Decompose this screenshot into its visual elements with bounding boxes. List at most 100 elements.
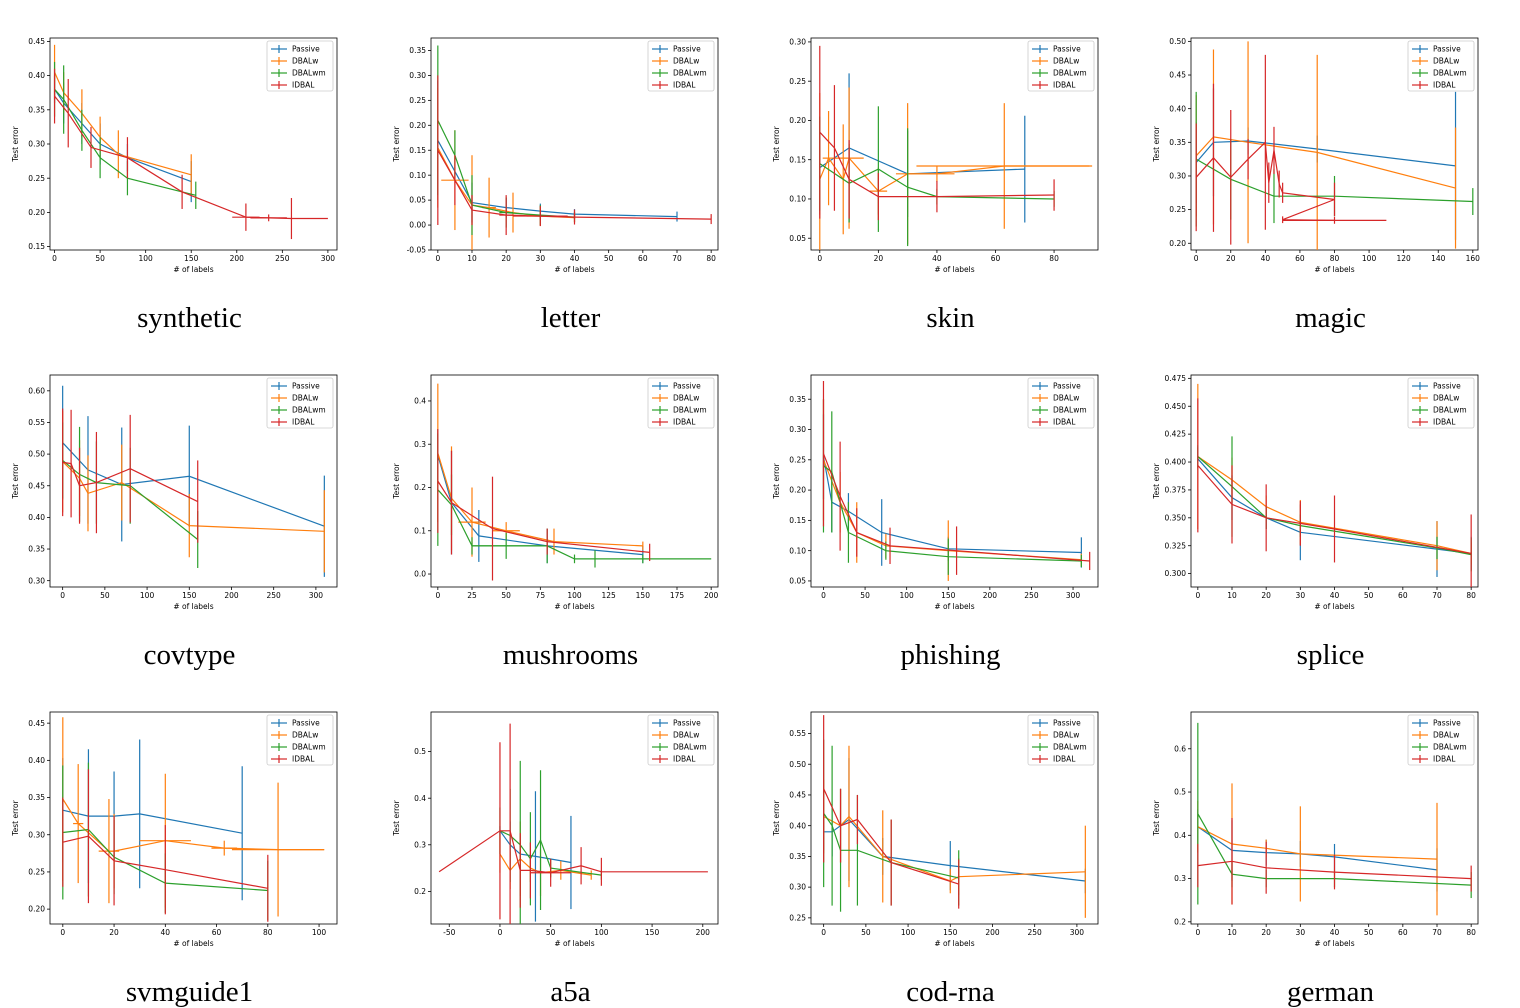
series-Passive bbox=[437, 429, 644, 564]
legend-entry: DBALwm bbox=[673, 743, 707, 752]
legend-box bbox=[1027, 40, 1095, 92]
series-DBALw bbox=[819, 87, 1093, 250]
legend-entry: IDBAL bbox=[1433, 81, 1456, 90]
y-axis-label: Test error bbox=[11, 462, 20, 499]
x-tick-label: 0 bbox=[60, 591, 65, 600]
series-Passive bbox=[437, 80, 678, 223]
legend-entry: Passive bbox=[1053, 719, 1081, 728]
x-tick-label: 60 bbox=[1398, 928, 1408, 937]
legend-entry: DBALwm bbox=[1053, 743, 1087, 752]
y-tick-label: 0.45 bbox=[789, 791, 806, 800]
y-tick-label: 0.1 bbox=[414, 526, 426, 535]
chart-caption: letter bbox=[541, 302, 601, 334]
series-group bbox=[1195, 41, 1474, 250]
x-tick-label: 80 bbox=[706, 254, 716, 263]
legend-entry: DBALw bbox=[1053, 394, 1079, 403]
y-tick-label: 0.50 bbox=[789, 760, 806, 769]
y-tick-label: 0.30 bbox=[789, 425, 806, 434]
legend-entry: Passive bbox=[1433, 382, 1461, 391]
legend: Passive DBALw DBALwm IDBAL bbox=[266, 377, 334, 429]
legend: Passive DBALw DBALwm IDBAL bbox=[647, 40, 715, 92]
chart-german: 0 10 20 30 40 50 60 70 80 0.2 0.3 0.4 0.5 0.6 # of lab… bbox=[1152, 711, 1479, 1008]
y-tick-label: 0.35 bbox=[28, 793, 45, 802]
series-group bbox=[819, 45, 1093, 250]
y-tick-label: 0.20 bbox=[1169, 239, 1186, 248]
x-tick-label: 70 bbox=[672, 254, 682, 263]
y-tick-label: 0.35 bbox=[1169, 138, 1186, 147]
y-tick-label: 0.3 bbox=[414, 840, 426, 849]
chart-svmguide1: 0 20 40 60 80 100 0.20 0.25 0.30 0.35 0.40 0.45 # of… bbox=[11, 711, 338, 1008]
y-tick-label: 0.40 bbox=[789, 821, 806, 830]
legend-entry: IDBAL bbox=[292, 418, 315, 427]
x-axis-label: # of labels bbox=[934, 602, 974, 611]
x-tick-label: 200 bbox=[985, 928, 1000, 937]
y-tick-label: 0.20 bbox=[28, 208, 45, 217]
y-tick-label: 0.30 bbox=[28, 576, 45, 585]
chart-cod-rna: 0 50 100 150 200 250 300 0.25 0.30 0.35 0.40 0.45 0.… bbox=[772, 711, 1099, 1008]
series-IDBAL bbox=[62, 769, 269, 922]
chart-caption: phishing bbox=[901, 639, 1001, 671]
series-IDBAL bbox=[1195, 54, 1387, 245]
y-axis-label: Test error bbox=[772, 462, 781, 499]
series-line bbox=[437, 149, 712, 220]
series-line bbox=[437, 452, 643, 547]
series-line bbox=[1195, 140, 1456, 167]
y-tick-label: 0.15 bbox=[789, 516, 806, 525]
x-tick-label: 150 bbox=[943, 928, 958, 937]
legend: Passive DBALw DBALwm IDBAL bbox=[647, 377, 715, 429]
series-line bbox=[437, 140, 678, 218]
y-tick-label: 0.55 bbox=[28, 418, 45, 427]
y-tick-label: 0.15 bbox=[28, 242, 45, 251]
legend-entry: IDBAL bbox=[1433, 755, 1456, 764]
y-tick-label: 0.60 bbox=[28, 386, 45, 395]
x-tick-label: 30 bbox=[1296, 928, 1306, 937]
y-tick-label: 0.400 bbox=[1165, 458, 1187, 467]
legend-entry: Passive bbox=[1053, 45, 1081, 54]
legend-entry: DBALwm bbox=[1053, 406, 1087, 415]
x-tick-label: 140 bbox=[1431, 254, 1446, 263]
x-tick-label: 75 bbox=[536, 591, 546, 600]
x-tick-label: 150 bbox=[645, 928, 660, 937]
x-axis-label: # of labels bbox=[934, 939, 974, 948]
x-tick-label: 10 bbox=[1227, 591, 1237, 600]
series-line bbox=[1197, 826, 1438, 871]
x-tick-label: 60 bbox=[991, 254, 1001, 263]
series-line bbox=[1195, 140, 1335, 221]
x-tick-label: 80 bbox=[1466, 591, 1476, 600]
legend-entry: Passive bbox=[673, 382, 701, 391]
y-tick-label: 0.10 bbox=[789, 195, 806, 204]
series-IDBAL bbox=[1197, 818, 1472, 905]
series-DBALw bbox=[823, 745, 1086, 918]
y-tick-label: 0.00 bbox=[409, 221, 426, 230]
series-group bbox=[62, 717, 325, 922]
legend-box bbox=[266, 714, 334, 766]
x-tick-label: 40 bbox=[1330, 928, 1340, 937]
x-tick-label: 60 bbox=[212, 928, 222, 937]
y-tick-label: 0.2 bbox=[414, 483, 426, 492]
series-group bbox=[438, 723, 708, 924]
y-tick-label: -0.05 bbox=[407, 246, 427, 255]
legend: Passive DBALw DBALwm IDBAL bbox=[1027, 377, 1095, 429]
x-tick-label: 150 bbox=[636, 591, 651, 600]
series-line bbox=[1197, 456, 1472, 556]
y-tick-label: 0.425 bbox=[1165, 430, 1187, 439]
chart-caption: covtype bbox=[144, 639, 236, 671]
series-IDBAL bbox=[437, 75, 712, 236]
legend-box bbox=[647, 714, 715, 766]
x-tick-label: 80 bbox=[1049, 254, 1059, 263]
y-tick-label: 0.45 bbox=[28, 481, 45, 490]
legend-box bbox=[1407, 377, 1475, 429]
y-tick-label: 0.40 bbox=[28, 71, 45, 80]
y-tick-label: 0.30 bbox=[409, 71, 426, 80]
chart-magic: 0 20 40 60 80 100 120 140 160 0.20 0.25 0.30 0.35 0.4… bbox=[1152, 37, 1480, 334]
series-DBALw bbox=[1197, 783, 1438, 916]
legend-entry: DBALw bbox=[292, 394, 318, 403]
series-IDBAL bbox=[438, 723, 708, 924]
legend-entry: IDBAL bbox=[292, 755, 315, 764]
legend-entry: Passive bbox=[1053, 382, 1081, 391]
series-group bbox=[1197, 722, 1472, 916]
y-tick-label: 0.5 bbox=[1174, 788, 1186, 797]
series-line bbox=[62, 809, 243, 834]
x-tick-label: 175 bbox=[670, 591, 685, 600]
x-tick-label: 300 bbox=[1066, 591, 1081, 600]
